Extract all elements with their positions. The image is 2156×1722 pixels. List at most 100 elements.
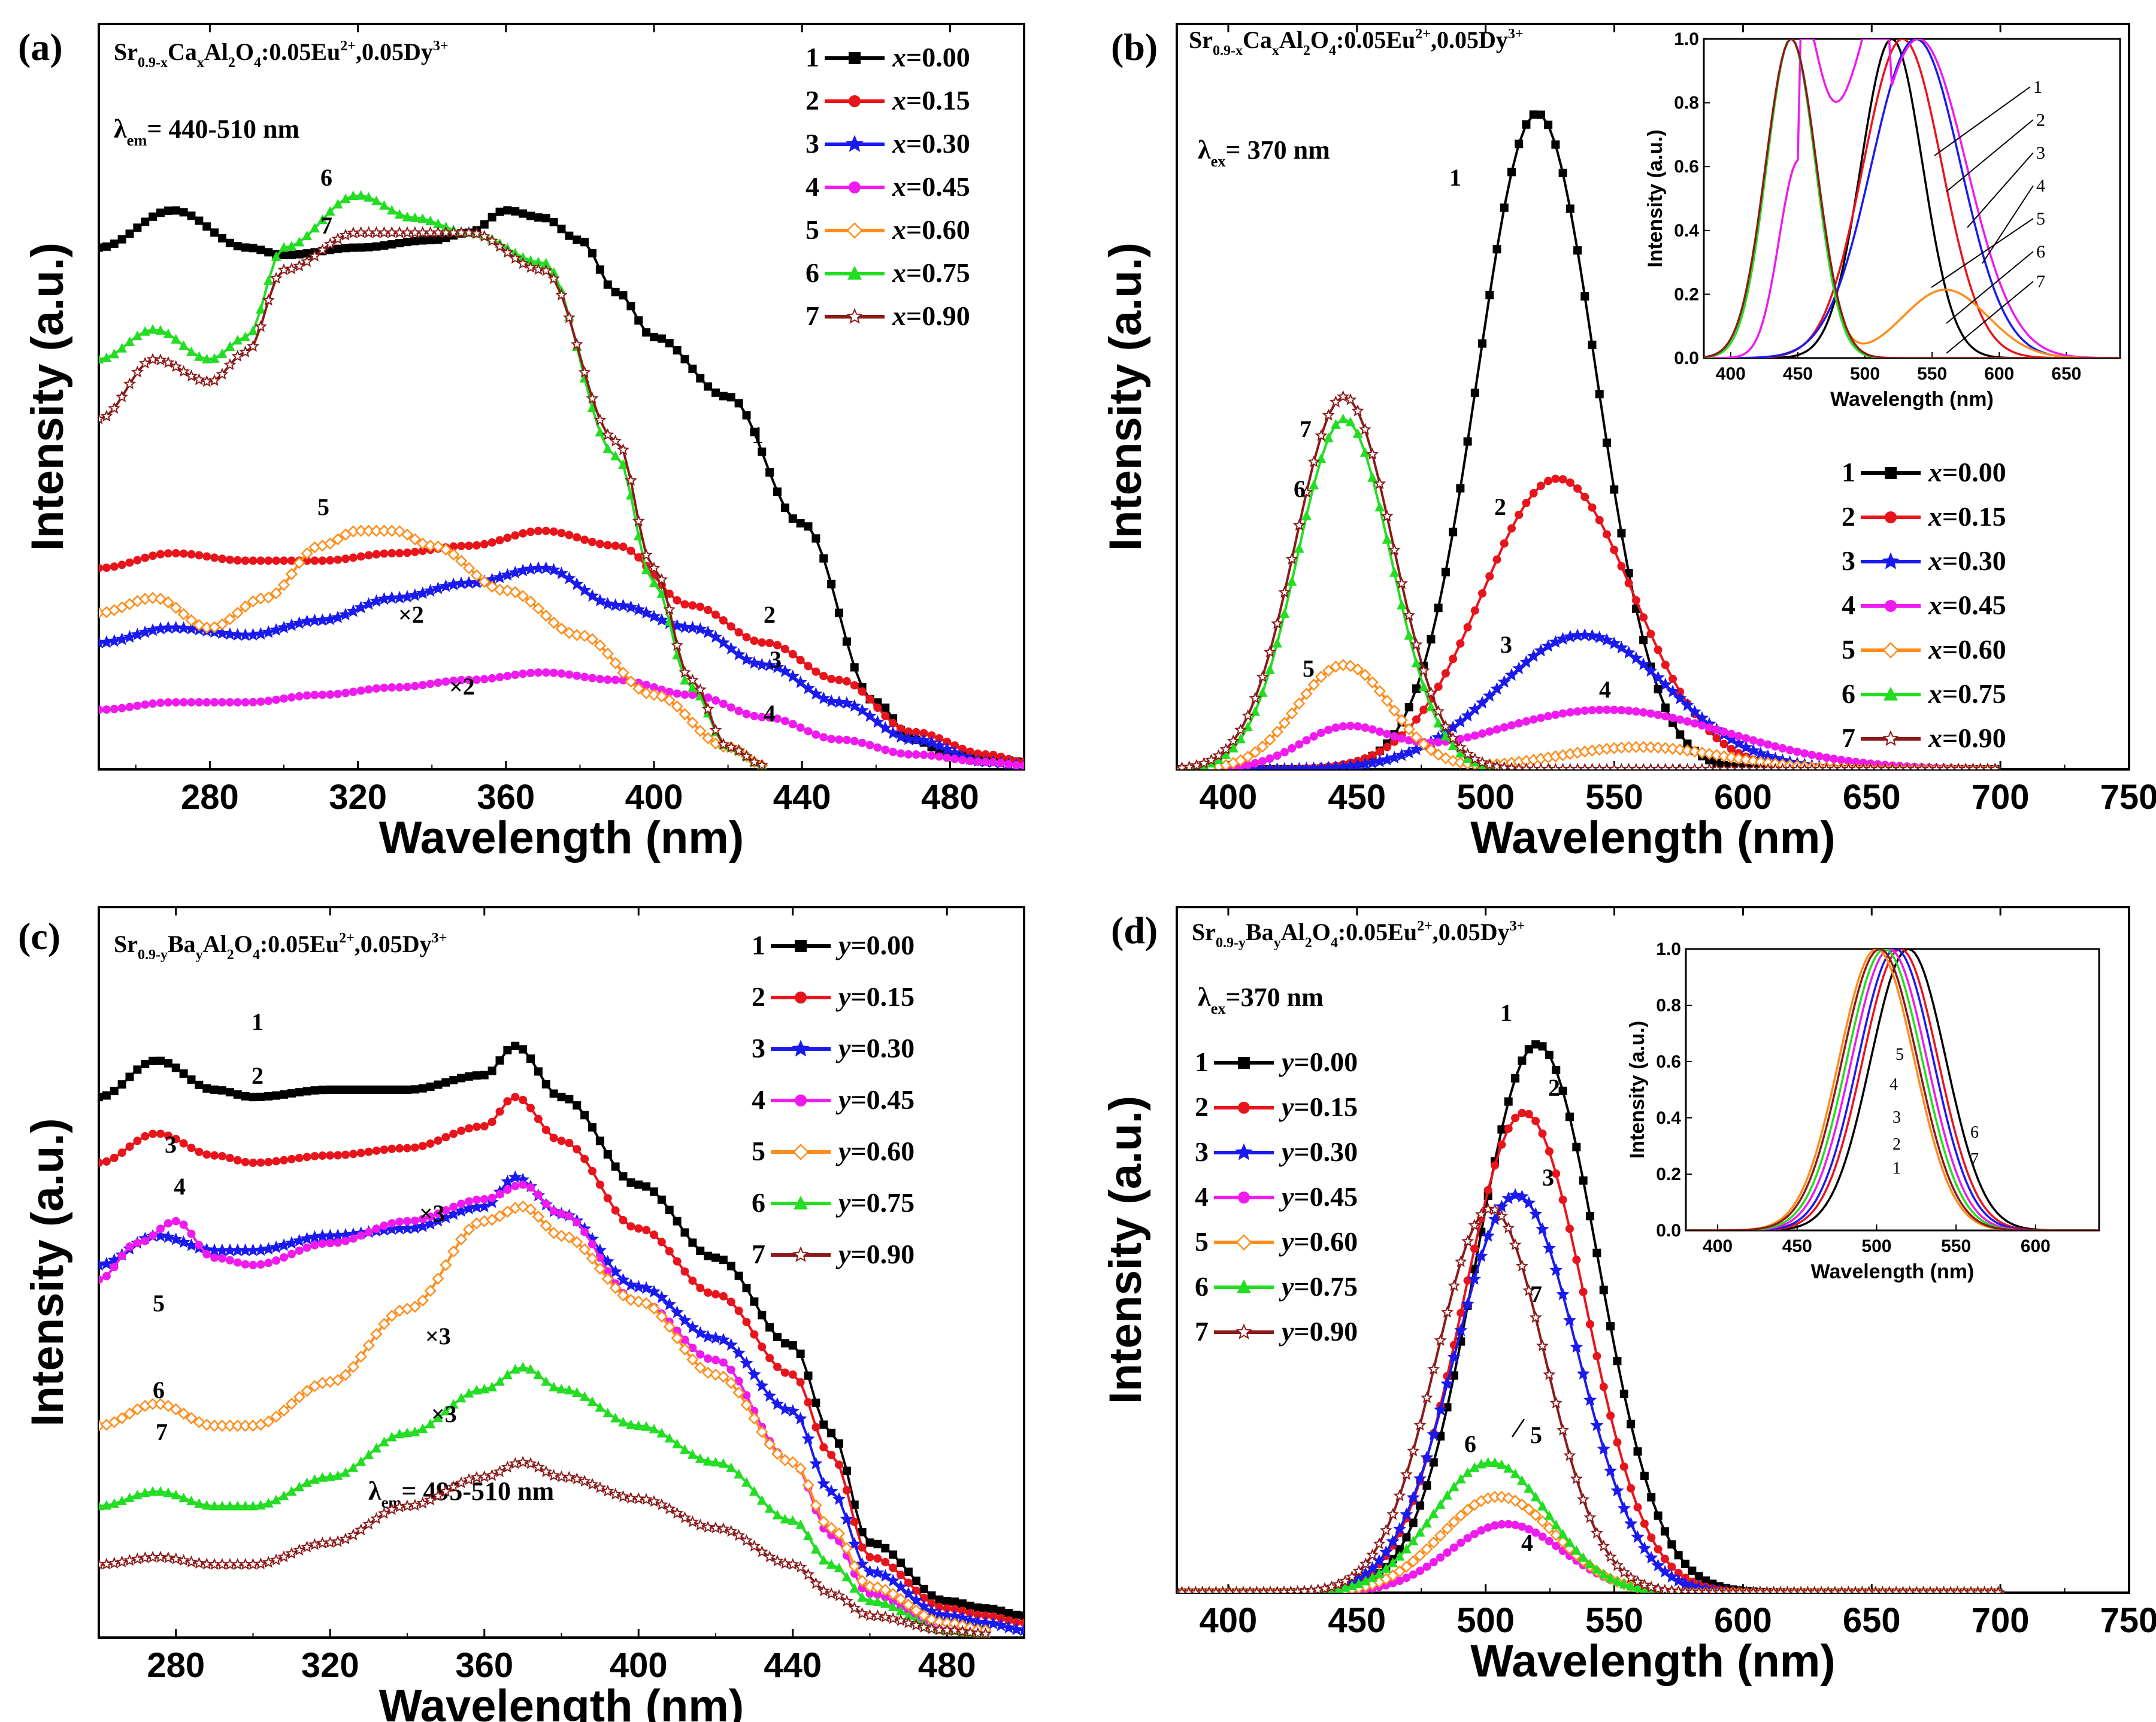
marker-star xyxy=(1332,1578,1345,1590)
marker-square xyxy=(256,1092,265,1101)
marker-ball xyxy=(171,1217,180,1226)
marker-star xyxy=(825,694,838,707)
excitation-label: λem= 440-510 nm xyxy=(114,114,299,149)
marker-triangle xyxy=(618,1417,628,1427)
marker-ball xyxy=(549,1206,558,1215)
marker-diamond xyxy=(593,639,607,652)
marker-ball xyxy=(588,1239,596,1248)
legend-var: x xyxy=(892,171,906,202)
marker-star xyxy=(779,1557,792,1569)
curve-annotation: 4 xyxy=(1521,1529,1533,1556)
marker-ball xyxy=(1518,1522,1527,1531)
marker-triangle xyxy=(425,1418,436,1429)
marker-circle xyxy=(1419,705,1428,714)
marker-circle xyxy=(588,538,596,547)
marker-circle xyxy=(711,1290,720,1299)
y-axis-label: Intensity (a.u.) xyxy=(1100,242,1151,551)
marker-diamond xyxy=(440,543,452,556)
marker-circle xyxy=(264,1157,273,1166)
marker-ball xyxy=(742,710,751,718)
marker-square xyxy=(434,235,443,244)
marker-circle xyxy=(981,1611,990,1620)
marker-ball xyxy=(1595,705,1604,714)
marker-circle xyxy=(334,1151,343,1160)
marker-ball xyxy=(102,705,111,714)
marker-square xyxy=(626,1178,635,1187)
inset-y-tick-label: 0.8 xyxy=(1656,996,1681,1015)
marker-square xyxy=(742,411,751,420)
marker-triangle xyxy=(263,1497,274,1508)
legend-item-7: 7 y=0.90 xyxy=(1195,1316,1358,1347)
marker-circle xyxy=(1588,503,1597,512)
marker-diamond xyxy=(856,1575,868,1587)
marker-star xyxy=(894,1614,907,1626)
lambda-sub: em xyxy=(127,131,147,149)
marker-ball xyxy=(341,689,350,698)
marker-circle xyxy=(580,1154,589,1163)
marker-ball xyxy=(225,1256,234,1265)
marker-diamond xyxy=(108,1415,120,1429)
marker-square xyxy=(1701,1576,1710,1585)
marker-square xyxy=(595,1136,604,1145)
marker-ball xyxy=(457,675,466,684)
marker-circle xyxy=(1545,1147,1554,1156)
marker-square xyxy=(1434,604,1443,613)
marker-circle xyxy=(927,1599,936,1608)
marker-triangle xyxy=(687,1449,698,1459)
marker-diamond xyxy=(270,1410,283,1423)
marker-square xyxy=(526,1054,535,1063)
marker-square xyxy=(218,1086,226,1095)
marker-square xyxy=(750,1297,759,1306)
marker-star xyxy=(1604,1550,1617,1563)
formula-part: 0.9-y xyxy=(1216,935,1246,951)
marker-triangle xyxy=(410,1426,420,1436)
marker-star xyxy=(146,353,159,365)
legend-var: x xyxy=(892,85,906,116)
marker-square xyxy=(163,206,172,215)
marker-ball xyxy=(1573,707,1582,716)
marker-diamond xyxy=(1434,1529,1447,1542)
x-tick-label: 280 xyxy=(147,1646,205,1685)
marker-ball xyxy=(1316,728,1325,737)
marker-square xyxy=(249,1093,258,1102)
marker-ball xyxy=(519,669,528,678)
marker-triangle xyxy=(302,231,313,241)
marker-triangle xyxy=(232,1500,243,1511)
legend-value: =0.00 xyxy=(850,930,915,960)
legend-value: =0.30 xyxy=(1294,1136,1358,1167)
marker-square xyxy=(573,1101,582,1110)
marker-star xyxy=(1624,1517,1638,1530)
marker-triangle xyxy=(664,1433,675,1443)
marker-star xyxy=(1610,1484,1624,1497)
marker-square xyxy=(156,1056,165,1065)
legend-value: =0.90 xyxy=(906,301,970,331)
marker-star xyxy=(1570,1340,1583,1353)
marker-diamond xyxy=(1359,669,1371,681)
marker-triangle xyxy=(741,1477,752,1487)
marker-star xyxy=(1488,1203,1501,1215)
marker-diamond xyxy=(794,1462,807,1475)
marker-ball xyxy=(897,749,905,758)
legend-value: =0.45 xyxy=(1294,1181,1358,1212)
marker-circle xyxy=(634,553,643,562)
marker-diamond xyxy=(771,1448,784,1460)
marker-star xyxy=(809,1577,822,1589)
marker-ball xyxy=(117,704,126,713)
marker-circle xyxy=(519,1096,528,1105)
lambda-sub: ex xyxy=(1211,999,1227,1017)
marker-circle xyxy=(202,552,211,561)
marker-star xyxy=(1197,756,1210,769)
formula-part: 3+ xyxy=(1510,918,1525,934)
marker-circle xyxy=(526,1103,535,1112)
marker-circle xyxy=(1497,1140,1506,1149)
marker-triangle xyxy=(155,1486,166,1496)
marker-circle xyxy=(1531,1117,1540,1126)
marker-ball xyxy=(1309,732,1318,741)
marker-ball xyxy=(218,698,226,707)
marker-circle xyxy=(102,1157,111,1166)
marker-circle xyxy=(573,533,582,542)
marker-square xyxy=(233,242,242,251)
marker-diamond xyxy=(524,595,537,608)
inset-annotation-arrow xyxy=(1931,218,2034,288)
marker-square xyxy=(141,217,150,226)
